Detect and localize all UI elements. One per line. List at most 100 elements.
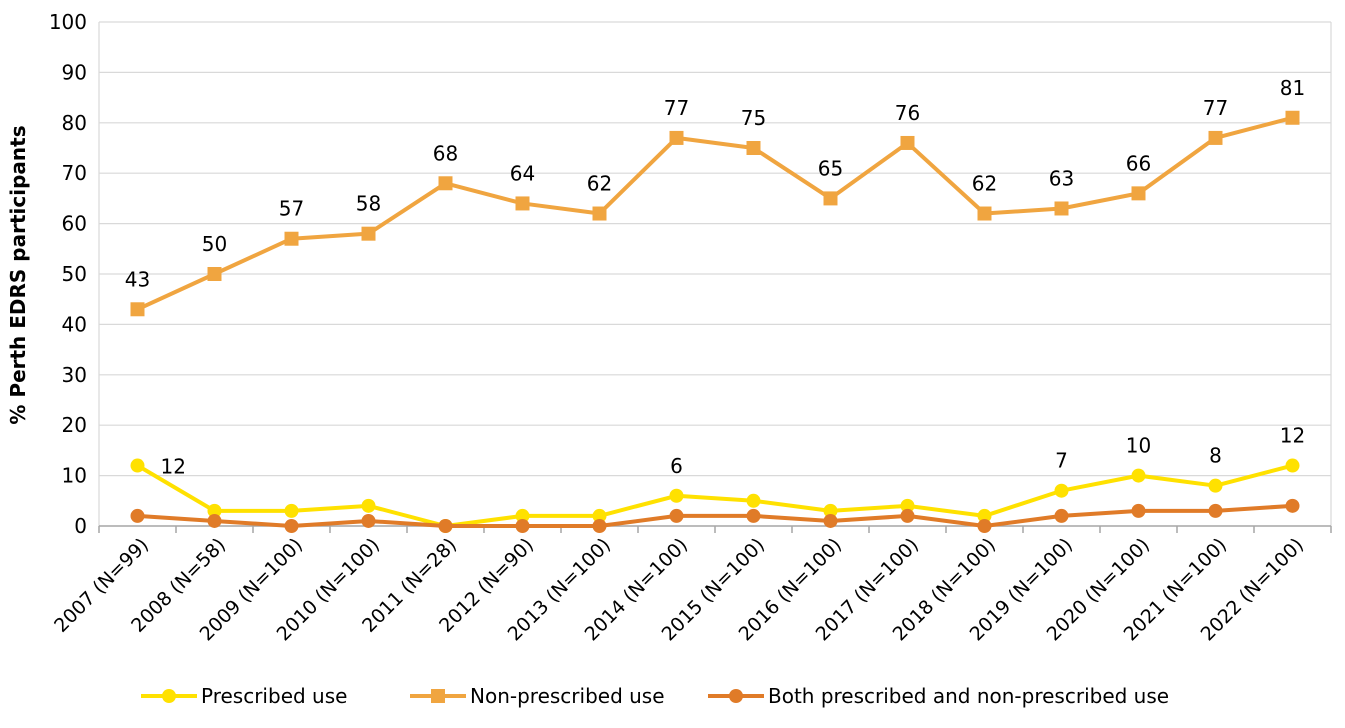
data-point [1131,186,1146,201]
y-tick-label: 40 [62,312,87,336]
data-labels: 12 6 7 10 8 12 43 50 57 58 68 64 62 77 75 65 76 62 63 66 77 8… [125,76,1305,479]
y-tick-label: 70 [62,161,87,185]
data-point [130,508,145,523]
y-tick-label: 90 [62,60,87,84]
legend-marker [162,689,176,703]
data-point [361,513,376,528]
data-point [130,458,145,473]
data-point [1131,503,1146,518]
gridlines [98,21,1332,526]
data-point [1131,468,1146,483]
data-point [1285,458,1300,473]
data-point [592,519,607,533]
series-line [136,463,1294,528]
data-point [1285,110,1300,125]
data-label: 77 [1203,96,1228,120]
data-point [207,503,222,518]
data-label: 68 [433,141,458,165]
data-label: 81 [1280,76,1305,100]
data-point [284,519,299,533]
data-point [592,508,607,523]
data-point [130,302,145,317]
data-label: 8 [1209,444,1222,468]
y-tick-label: 20 [62,413,87,437]
data-point [900,498,915,513]
data-point [746,493,761,508]
y-axis-label: % Perth EDRS participants [6,125,30,424]
legend-marker [431,689,445,703]
y-tick-label: 30 [62,363,87,387]
y-tick-label: 100 [49,10,87,34]
data-label: 6 [670,454,683,478]
data-label: 58 [356,192,381,216]
y-tick-label: 50 [62,262,87,286]
data-point [1208,478,1223,493]
data-label: 63 [1049,166,1074,190]
data-point [900,508,915,523]
data-label: 76 [895,101,920,125]
series-line [137,503,1293,528]
legend-item: Both prescribed and non-prescribed use [708,684,1169,708]
y-tick-label: 60 [62,212,87,236]
data-label: 57 [279,197,304,221]
data-point [207,513,222,528]
y-axis-ticks: 0 10 20 30 40 50 60 70 80 90 100 [49,10,87,538]
data-label: 66 [1126,151,1151,175]
data-point [669,508,684,523]
data-point [1054,201,1069,216]
series-group [130,110,1300,533]
legend: Prescribed use Non-prescribed use Both pre… [141,684,1169,708]
y-tick-label: 0 [74,514,87,538]
data-point [515,519,530,533]
data-point [1285,498,1300,513]
data-point [515,196,530,211]
data-point [361,498,376,513]
data-point [438,519,453,533]
data-point [669,130,684,145]
data-point [746,141,761,155]
y-tick-label: 10 [62,464,87,488]
data-point [823,191,838,206]
data-label: 7 [1055,449,1068,473]
series-line [136,115,1294,312]
data-label: 75 [741,106,766,130]
data-point [1054,483,1069,498]
data-label: 50 [202,232,227,256]
data-point [977,508,992,523]
legend-item: Non-prescribed use [410,684,665,708]
data-label: 62 [972,172,997,196]
data-label: 62 [587,172,612,196]
data-label: 12 [1280,424,1305,448]
data-label: 10 [1126,434,1151,458]
data-point [900,135,915,150]
data-point [823,503,838,518]
data-point [1208,130,1223,145]
data-point [977,206,992,221]
data-label: 77 [664,96,689,120]
legend-item: Prescribed use [141,684,347,708]
y-tick-label: 80 [62,111,87,135]
data-point [284,503,299,518]
data-label: 12 [161,455,186,479]
x-axis: 2007 (N=99)2008 (N=58)2009 (N=100)2010 (… [50,525,1332,645]
legend-marker [729,689,743,703]
legend-label: Both prescribed and non-prescribed use [768,684,1169,708]
data-point [1208,503,1223,518]
legend-label: Non-prescribed use [470,684,665,708]
data-point [207,267,222,281]
data-label: 43 [125,267,150,291]
legend-label: Prescribed use [201,684,347,708]
data-point [746,508,761,523]
data-point [1054,508,1069,523]
data-point [515,508,530,523]
data-point [361,226,376,241]
data-point [669,488,684,503]
data-point [284,231,299,246]
data-point [823,513,838,528]
data-label: 65 [818,156,843,180]
data-point [977,519,992,533]
data-point [592,206,607,221]
data-label: 64 [510,161,535,185]
